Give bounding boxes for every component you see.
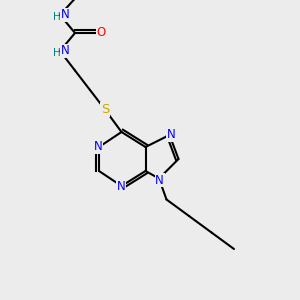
Text: S: S [101,103,109,116]
Text: O: O [97,26,106,40]
Text: N: N [61,44,70,58]
Text: N: N [94,140,103,154]
Text: N: N [155,173,164,187]
Text: H: H [52,12,60,22]
Text: N: N [167,128,176,142]
Text: H: H [52,48,60,58]
Text: N: N [116,179,125,193]
Text: N: N [61,8,70,22]
